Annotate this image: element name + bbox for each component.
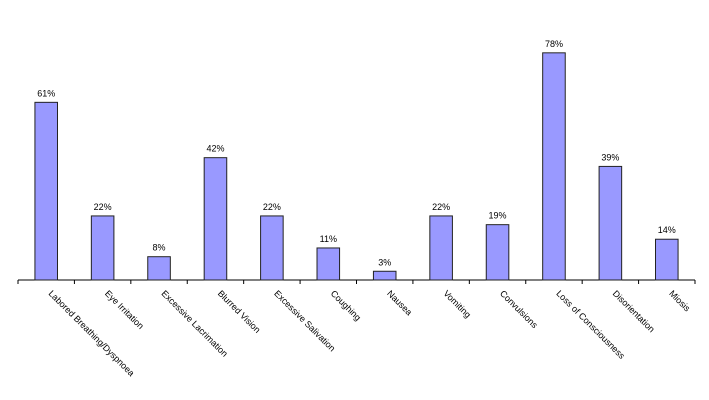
bar — [372, 270, 397, 281]
value-label: 78% — [545, 39, 563, 49]
x-tick-label: Miosis — [667, 288, 692, 313]
x-tick-label: Blurred Vision — [216, 288, 263, 335]
value-label: 42% — [206, 144, 224, 154]
value-label: 3% — [378, 257, 391, 267]
value-label: 39% — [601, 152, 619, 162]
x-tick-label: Eye Irritation — [103, 288, 146, 331]
bar — [598, 165, 623, 281]
x-tick-label: Coughing — [329, 288, 363, 322]
x-tick-label: Convulsions — [498, 288, 540, 330]
bar — [542, 52, 566, 281]
bar — [147, 256, 171, 281]
bar — [485, 224, 510, 281]
value-label: 19% — [489, 211, 507, 221]
value-label: 11% — [320, 234, 337, 244]
x-tick-label: Excessive Lacrimation — [159, 288, 229, 358]
bar — [655, 238, 679, 281]
x-tick-label: Vomiting — [442, 288, 473, 319]
value-label: 8% — [153, 243, 166, 253]
value-label: 14% — [658, 225, 676, 235]
x-tick-label: Nausea — [385, 288, 414, 317]
bar — [90, 215, 115, 281]
x-tick-label: Excessive Salivation — [272, 288, 337, 353]
x-tick-label: Disorientation — [611, 288, 657, 334]
value-label: 61% — [37, 88, 55, 98]
value-label: 22% — [432, 202, 450, 212]
bar — [429, 215, 453, 281]
bar — [316, 247, 341, 281]
value-label: 22% — [94, 202, 112, 212]
bar — [34, 101, 58, 281]
bar — [260, 215, 284, 281]
value-label: 22% — [263, 202, 281, 212]
bar — [203, 157, 228, 281]
